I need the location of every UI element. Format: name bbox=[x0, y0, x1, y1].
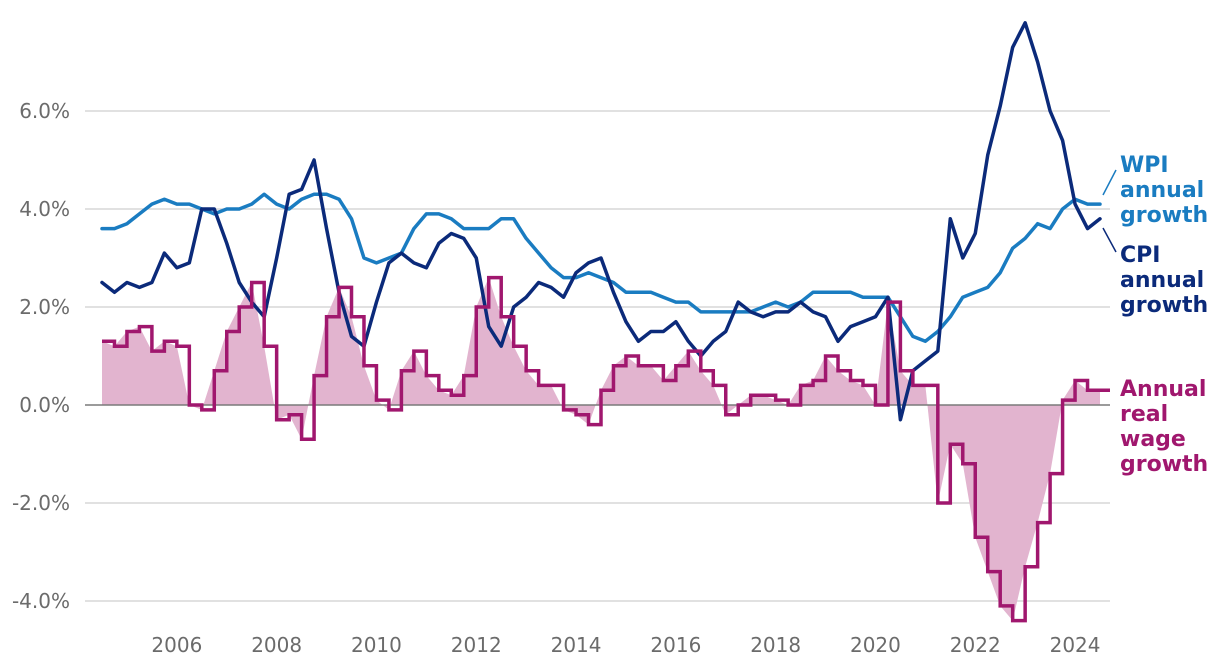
series-label-line: Annual bbox=[1120, 377, 1206, 402]
y-tick-label: 4.0% bbox=[19, 197, 70, 221]
label-leader-line bbox=[1102, 169, 1117, 196]
series-label: WPI annual growth bbox=[1120, 153, 1208, 228]
x-tick-label: 2018 bbox=[750, 633, 801, 657]
series-lines bbox=[100, 21, 1110, 623]
wpi-growth-line bbox=[100, 192, 1102, 344]
real-wage-growth-step-line bbox=[102, 275, 1110, 623]
series-label-line: growth bbox=[1120, 293, 1208, 318]
x-axis-tick-labels: 2006 2008 2010 2012 2014 2016 2018 2020 2022 2024 bbox=[151, 633, 1100, 657]
y-tick-label: 2.0% bbox=[19, 295, 70, 319]
y-tick-label: 0.0% bbox=[19, 393, 70, 417]
series-label-line: wage bbox=[1120, 427, 1186, 452]
label-leader-line bbox=[1102, 227, 1117, 253]
x-tick-label: 2020 bbox=[850, 633, 901, 657]
real-wage-area bbox=[102, 277, 1100, 621]
series-label: CPI annual growth bbox=[1120, 243, 1208, 318]
x-tick-label: 2008 bbox=[251, 633, 302, 657]
x-tick-label: 2022 bbox=[950, 633, 1001, 657]
series-label-line: real bbox=[1120, 402, 1168, 427]
x-tick-label: 2016 bbox=[650, 633, 701, 657]
x-tick-label: 2014 bbox=[551, 633, 602, 657]
series-label: Annual real wage growth bbox=[1120, 377, 1208, 477]
x-tick-label: 2010 bbox=[351, 633, 402, 657]
y-tick-label: -4.0% bbox=[12, 589, 70, 613]
series-label-line: growth bbox=[1120, 452, 1208, 477]
y-tick-label: -2.0% bbox=[12, 491, 70, 515]
y-axis-tick-labels: 6.0% 4.0% 2.0% 0.0% -2.0% -4.0% bbox=[12, 99, 70, 613]
series-label-line: growth bbox=[1120, 203, 1208, 228]
x-tick-label: 2006 bbox=[151, 633, 202, 657]
series-label-line: CPI bbox=[1120, 243, 1160, 268]
x-tick-label: 2012 bbox=[451, 633, 502, 657]
y-tick-label: 6.0% bbox=[19, 99, 70, 123]
cpi-growth-line bbox=[100, 21, 1102, 422]
x-tick-label: 2024 bbox=[1050, 633, 1101, 657]
series-label-line: WPI bbox=[1120, 153, 1169, 178]
series-label-line: annual bbox=[1120, 178, 1204, 203]
real-wage-growth-area bbox=[102, 277, 1100, 621]
series-label-line: annual bbox=[1120, 268, 1204, 293]
